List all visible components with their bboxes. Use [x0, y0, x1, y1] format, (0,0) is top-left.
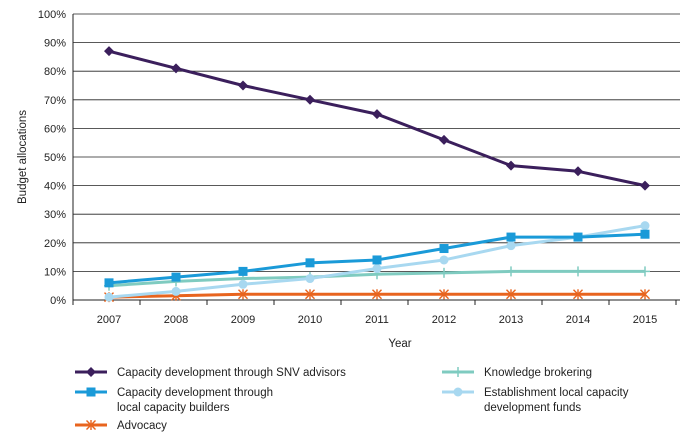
- data-point: [238, 266, 248, 276]
- y-tick-label: 100%: [38, 9, 66, 21]
- data-point: [506, 160, 516, 171]
- data-point: [372, 264, 382, 274]
- x-tick-label: 2011: [365, 314, 389, 326]
- y-axis-title: Budget allocations: [17, 110, 29, 204]
- x-tick-labels: 2007 2008 2009 2010 2011 2012 2013 2014 2015: [72, 300, 677, 326]
- x-tick-label: 2013: [499, 314, 523, 326]
- data-point: [104, 46, 114, 57]
- legend-label: Capacity development through SNV advisor…: [117, 367, 346, 379]
- legend-item: Capacity development through SNV advisor…: [75, 367, 346, 379]
- data-point: [573, 289, 583, 300]
- x-tick-label: 2015: [633, 314, 657, 326]
- series-lines: [104, 46, 650, 303]
- series-0: [104, 46, 650, 191]
- data-point: [305, 289, 315, 300]
- data-point: [305, 258, 315, 268]
- y-tick-label: 70%: [44, 95, 66, 107]
- series-4: [104, 221, 650, 302]
- legend-marker: [86, 367, 96, 377]
- legend-marker: [453, 367, 463, 377]
- data-point: [171, 63, 181, 74]
- data-point: [573, 266, 583, 277]
- y-tick-label: 50%: [44, 152, 66, 164]
- legend-item: Advocacy: [75, 420, 167, 432]
- legend-marker: [453, 387, 463, 397]
- y-tick-labels: 0% 10% 20% 30% 40% 50% 60% 70% 80% 90% 100%: [38, 9, 66, 307]
- data-point: [305, 274, 315, 284]
- legend-item: Knowledge brokering: [442, 367, 592, 379]
- data-point: [573, 166, 583, 177]
- data-point: [439, 134, 449, 145]
- legend-marker: [86, 420, 96, 430]
- legend-label: Establishment local capacity development …: [484, 387, 629, 414]
- x-tick-label: 2014: [566, 314, 590, 326]
- legend-item: Establishment local capacity development …: [442, 387, 629, 414]
- data-point: [506, 289, 516, 300]
- data-point: [439, 289, 449, 300]
- gridlines: [73, 13, 680, 272]
- legend-label: Capacity development through local capaci…: [117, 387, 273, 414]
- data-point: [372, 289, 382, 300]
- data-point: [439, 267, 449, 278]
- axes: [72, 14, 680, 301]
- data-point: [238, 80, 248, 91]
- y-tick-label: 10%: [44, 266, 66, 278]
- data-point: [171, 272, 181, 282]
- data-point: [640, 289, 650, 300]
- legend-marker: [86, 387, 96, 397]
- y-tick-label: 80%: [44, 66, 66, 78]
- data-point: [305, 94, 315, 105]
- data-point: [640, 180, 650, 191]
- y-tick-label: 20%: [44, 238, 66, 250]
- data-point: [238, 289, 248, 300]
- data-point: [506, 266, 516, 277]
- legend-item: Capacity development through local capaci…: [75, 387, 273, 414]
- x-tick-label: 2007: [97, 314, 121, 326]
- data-point: [640, 221, 650, 231]
- data-point: [506, 232, 516, 242]
- y-tick-label: 90%: [44, 38, 66, 50]
- legend-label: Knowledge brokering: [484, 367, 592, 379]
- data-point: [171, 286, 181, 296]
- data-point: [238, 279, 248, 289]
- series-1: [104, 229, 650, 288]
- x-tick-label: 2012: [432, 314, 456, 326]
- data-point: [506, 241, 516, 251]
- data-point: [439, 244, 449, 254]
- legend-label: Advocacy: [117, 420, 167, 432]
- data-point: [573, 232, 583, 242]
- y-tick-label: 60%: [44, 123, 66, 135]
- data-point: [104, 292, 114, 302]
- y-tick-label: 30%: [44, 209, 66, 221]
- data-point: [640, 229, 650, 239]
- data-point: [372, 255, 382, 265]
- legend: Capacity development through SNV advisor…: [75, 367, 629, 432]
- x-tick-label: 2008: [164, 314, 188, 326]
- data-point: [640, 266, 650, 277]
- x-axis-title: Year: [388, 338, 411, 350]
- data-point: [372, 109, 382, 120]
- y-tick-label: 40%: [44, 181, 66, 193]
- y-tick-label: 0%: [50, 295, 66, 307]
- x-tick-label: 2009: [231, 314, 255, 326]
- data-point: [439, 255, 449, 265]
- data-point: [104, 278, 114, 288]
- x-tick-label: 2010: [298, 314, 322, 326]
